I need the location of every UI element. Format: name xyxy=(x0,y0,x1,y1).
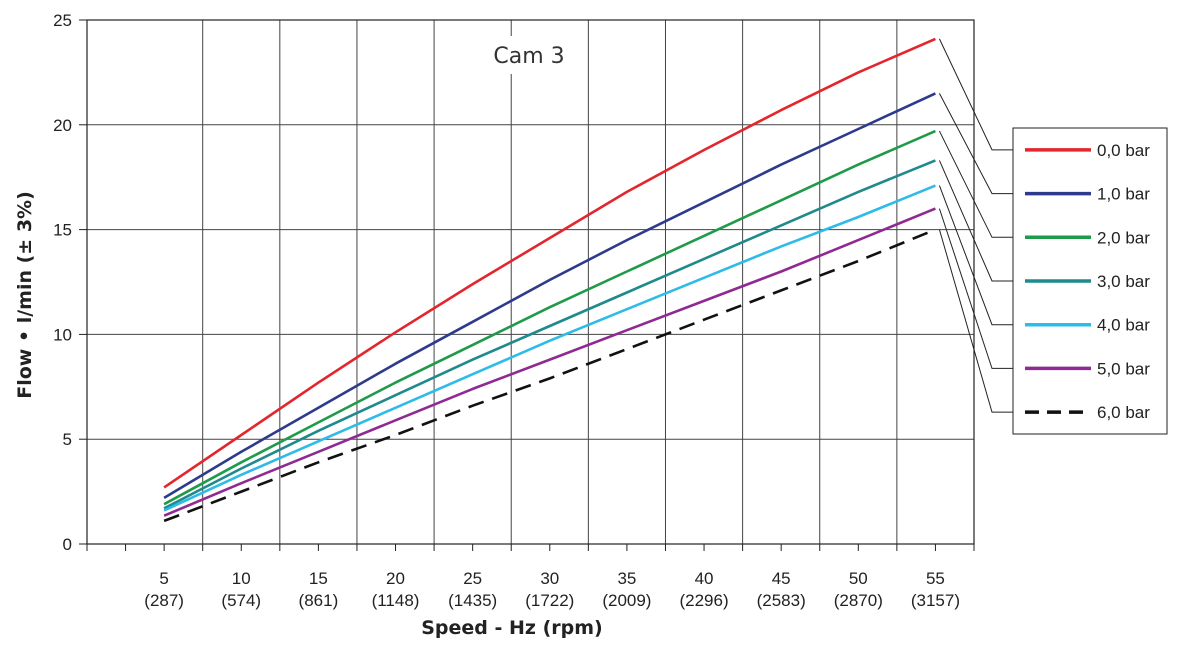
series-line-2 xyxy=(163,129,936,506)
leader-line-2 xyxy=(938,130,1013,238)
y-tick-label: 15 xyxy=(53,221,72,240)
x-tick-label: 35 xyxy=(617,569,636,588)
x-tick-sublabel: (2583) xyxy=(757,591,806,610)
x-tick-label: 10 xyxy=(232,569,251,588)
x-tick-sublabel: (287) xyxy=(144,591,184,610)
y-tick-label: 0 xyxy=(63,535,72,554)
legend-label-4: 4,0 bar xyxy=(1097,316,1150,335)
legend-label-5: 5,0 bar xyxy=(1097,359,1150,378)
x-tick-label: 25 xyxy=(463,569,482,588)
leader-line-1 xyxy=(938,93,1013,195)
legend-label-2: 2,0 bar xyxy=(1097,228,1150,247)
x-tick-sublabel: (574) xyxy=(221,591,261,610)
x-tick-label: 30 xyxy=(540,569,559,588)
x-tick-label: 40 xyxy=(695,569,714,588)
x-tick-sublabel: (1148) xyxy=(372,591,420,610)
leader-line-5 xyxy=(938,208,1013,369)
x-tick-label: 15 xyxy=(309,569,328,588)
x-axis-title: Speed - Hz (rpm) xyxy=(421,617,602,639)
x-tick-label: 55 xyxy=(926,569,945,588)
legend: 0,0 bar 1,0 bar 2,0 bar 3,0 bar 4,0 bar 5,0 b… xyxy=(1012,127,1168,435)
legend-leader-lines xyxy=(938,38,1013,413)
series-line-3 xyxy=(163,159,936,510)
series-line-0 xyxy=(163,37,936,489)
x-tick-label: 20 xyxy=(386,569,405,588)
grid-lines xyxy=(87,20,974,544)
series-line-1 xyxy=(163,92,936,500)
x-tick-sublabel: (1435) xyxy=(448,591,497,610)
y-tick-label: 25 xyxy=(53,11,72,30)
x-tick-sublabel: (3157) xyxy=(911,591,960,610)
x-tick-sublabel: (2009) xyxy=(602,591,651,610)
x-tick-label: 45 xyxy=(772,569,791,588)
x-axis-ticks: 5 (287) 10 (574) 15 (861) 20 (1148) 25 (1435) 30 (1… xyxy=(86,544,975,610)
leader-line-3 xyxy=(938,160,1013,282)
series-line-6 xyxy=(163,228,936,523)
x-tick-label: 50 xyxy=(849,569,868,588)
legend-label-0: 0,0 bar xyxy=(1097,141,1150,160)
y-tick-label: 10 xyxy=(53,325,72,344)
x-tick-sublabel: (1722) xyxy=(525,591,574,610)
series-line-5 xyxy=(163,207,936,517)
series-line-4 xyxy=(163,184,936,512)
y-axis-ticks: 0 5 10 15 20 25 xyxy=(53,11,87,554)
legend-label-6: 6,0 bar xyxy=(1097,403,1150,422)
y-axis-title: Flow • l/min (± 3%) xyxy=(14,191,36,399)
x-tick-sublabel: (2870) xyxy=(834,591,883,610)
chart-title-box: Cam 3 xyxy=(484,36,574,74)
leader-line-6 xyxy=(938,229,1013,413)
y-tick-label: 20 xyxy=(53,116,72,135)
legend-label-3: 3,0 bar xyxy=(1097,272,1150,291)
legend-label-1: 1,0 bar xyxy=(1097,185,1150,204)
plot-area xyxy=(86,19,975,545)
series-layer xyxy=(163,37,936,523)
leader-line-0 xyxy=(938,38,1013,151)
x-tick-sublabel: (2296) xyxy=(679,591,728,610)
leader-line-4 xyxy=(938,185,1013,326)
y-tick-label: 5 xyxy=(63,430,72,449)
x-tick-sublabel: (861) xyxy=(299,591,339,610)
x-tick-label: 5 xyxy=(159,569,168,588)
chart-title: Cam 3 xyxy=(493,44,564,69)
